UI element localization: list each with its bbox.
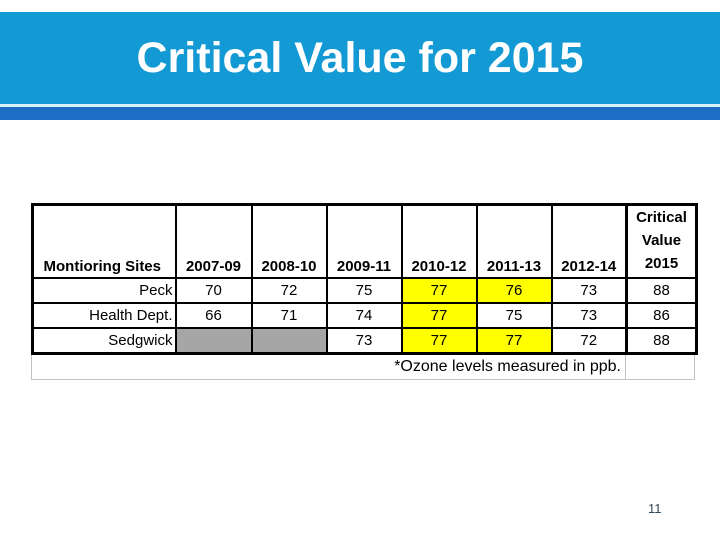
value-cell: 66 <box>174 302 253 329</box>
empty-gray-cell <box>174 327 253 354</box>
value-cell: 75 <box>475 302 553 329</box>
empty-gray-cell <box>250 327 328 354</box>
table-row-peck: Peck 70 72 75 77 76 73 88 <box>31 277 698 304</box>
table-row-sedgwick: Sedgwick 73 77 77 72 88 <box>31 327 698 354</box>
value-cell: 72 <box>250 277 328 304</box>
critical-header-line: Critical <box>636 209 687 226</box>
value-cell: 74 <box>325 302 403 329</box>
table-row-health-dept: Health Dept. 66 71 74 77 75 73 86 <box>31 302 698 329</box>
value-cell: 73 <box>550 302 628 329</box>
col-header-2007-09: 2007-09 <box>174 203 253 279</box>
footnote-row: *Ozone levels measured in ppb. <box>31 354 695 380</box>
critical-value-cell: 88 <box>625 277 698 304</box>
value-cell-highlighted: 77 <box>475 327 553 354</box>
value-cell: 71 <box>250 302 328 329</box>
value-cell-highlighted: 77 <box>400 302 478 329</box>
critical-header-line: Value <box>641 232 682 249</box>
table-header-row: Montioring Sites 2007-09 2008-10 2009-11… <box>31 203 698 279</box>
slide-title: Critical Value for 2015 <box>136 33 584 82</box>
monitoring-sites-table: Montioring Sites 2007-09 2008-10 2009-11… <box>31 203 698 355</box>
value-cell: 70 <box>174 277 253 304</box>
footnote-empty-cell <box>626 355 694 379</box>
col-header-sites: Montioring Sites <box>31 203 177 279</box>
site-cell: Peck <box>31 277 177 304</box>
col-header-2008-10: 2008-10 <box>250 203 328 279</box>
value-cell-highlighted: 77 <box>400 277 478 304</box>
value-cell: 75 <box>325 277 403 304</box>
page-number: 11 <box>648 501 662 516</box>
value-cell-highlighted: 76 <box>475 277 553 304</box>
title-banner: Critical Value for 2015 <box>0 12 720 104</box>
site-cell: Sedgwick <box>31 327 177 354</box>
accent-bar <box>0 107 720 120</box>
value-cell: 72 <box>550 327 628 354</box>
ozone-data-table: Montioring Sites 2007-09 2008-10 2009-11… <box>31 203 698 380</box>
col-header-2012-14: 2012-14 <box>550 203 628 279</box>
value-cell: 73 <box>325 327 403 354</box>
value-cell: 73 <box>550 277 628 304</box>
site-cell: Health Dept. <box>31 302 177 329</box>
col-header-2011-13: 2011-13 <box>475 203 553 279</box>
col-header-2009-11: 2009-11 <box>325 203 403 279</box>
critical-header-line: 2015 <box>644 255 679 272</box>
critical-value-cell: 88 <box>625 327 698 354</box>
col-header-critical-value: Critical Value 2015 <box>625 203 698 279</box>
value-cell-highlighted: 77 <box>400 327 478 354</box>
accent-strip <box>0 104 720 107</box>
col-header-2010-12: 2010-12 <box>400 203 478 279</box>
critical-value-cell: 86 <box>625 302 698 329</box>
footnote-text: *Ozone levels measured in ppb. <box>32 354 626 379</box>
